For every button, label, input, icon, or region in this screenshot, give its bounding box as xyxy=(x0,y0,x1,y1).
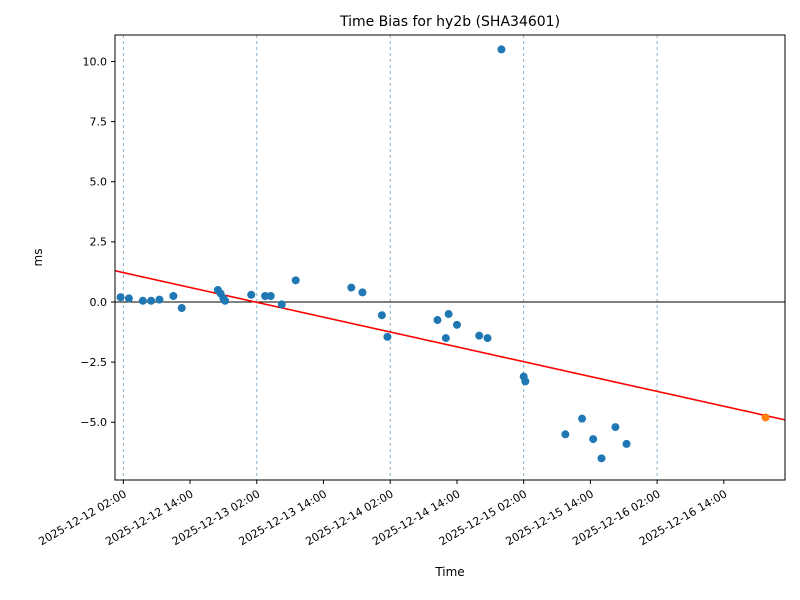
time-bias-samples-point xyxy=(444,310,453,319)
time-bias-samples-point xyxy=(589,435,598,444)
time-bias-samples-point xyxy=(347,283,356,292)
y-tick-label: 0.0 xyxy=(90,296,108,309)
time-bias-samples-point xyxy=(622,439,631,448)
time-bias-samples-point xyxy=(177,304,186,313)
time-bias-samples-point xyxy=(611,423,620,432)
time-bias-samples-point xyxy=(561,430,570,439)
time-bias-samples-point xyxy=(266,291,275,300)
time-bias-samples-point xyxy=(116,293,125,302)
time-bias-samples-point xyxy=(377,311,386,320)
time-bias-samples-point xyxy=(169,291,178,300)
y-tick-label: 10.0 xyxy=(83,55,108,68)
time-bias-samples-point xyxy=(497,45,506,54)
time-bias-samples-point xyxy=(247,290,256,299)
time-bias-samples-point xyxy=(483,334,492,343)
trend-line xyxy=(114,269,786,421)
x-axis-label: Time xyxy=(434,565,464,579)
time-bias-samples-point xyxy=(221,296,230,305)
time-bias-samples-point xyxy=(521,377,530,386)
time-bias-samples-point xyxy=(291,276,300,285)
time-bias-samples-point xyxy=(578,414,587,423)
time-bias-samples-point xyxy=(452,320,461,329)
time-bias-samples-point xyxy=(138,296,147,305)
time-bias-samples-point xyxy=(433,316,442,325)
chart-title: Time Bias for hy2b (SHA34601) xyxy=(339,14,561,30)
time-bias-samples-point xyxy=(147,296,156,305)
y-axis-label: ms xyxy=(31,249,45,267)
y-tick-label: 7.5 xyxy=(90,115,108,128)
latest-sample-point xyxy=(761,413,770,422)
time-bias-samples-point xyxy=(475,331,484,340)
time-bias-samples-point xyxy=(124,294,133,303)
y-tick-label: 5.0 xyxy=(90,176,108,189)
axes-spines xyxy=(114,34,786,481)
y-tick-label: −5.0 xyxy=(80,416,107,429)
y-tick-label: 2.5 xyxy=(90,236,108,249)
time-bias-samples-point xyxy=(597,454,606,463)
time-bias-samples-point xyxy=(277,300,286,309)
time-bias-samples-point xyxy=(383,332,392,341)
y-tick-label: −2.5 xyxy=(80,356,107,369)
time-bias-samples-point xyxy=(261,291,270,300)
time-bias-samples-point xyxy=(358,288,367,297)
time-bias-samples-point xyxy=(155,295,164,304)
time-bias-samples-point xyxy=(441,334,450,343)
